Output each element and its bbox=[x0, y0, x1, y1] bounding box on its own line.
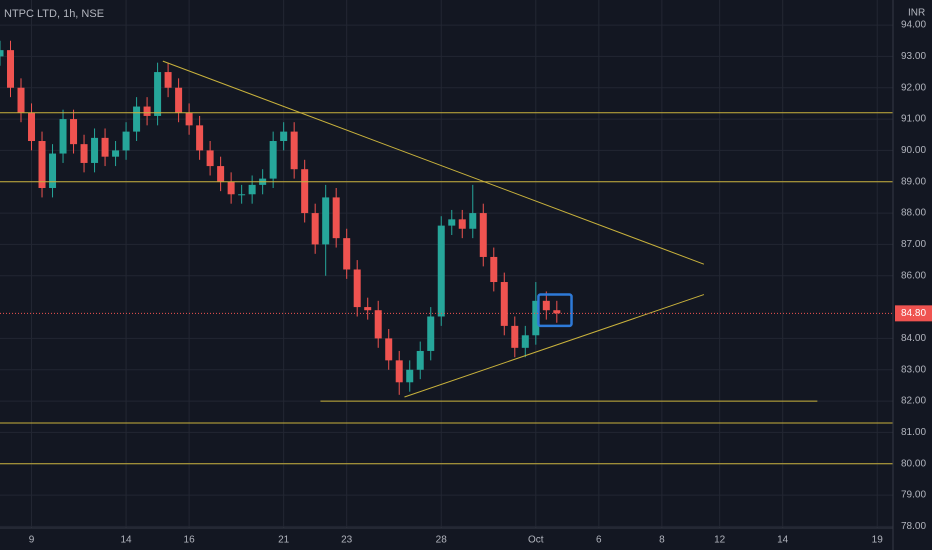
y-tick-label: 84.00 bbox=[901, 333, 926, 344]
candle-body bbox=[395, 360, 403, 383]
y-tick-label: 81.00 bbox=[901, 427, 926, 438]
candle-body bbox=[532, 300, 540, 336]
y-tick-label: 86.00 bbox=[901, 270, 926, 281]
y-tick-label: 82.00 bbox=[901, 396, 926, 407]
candle-body bbox=[542, 300, 550, 311]
candle-body bbox=[332, 197, 340, 239]
x-tick-label: 28 bbox=[436, 535, 448, 546]
candle-body bbox=[280, 131, 288, 142]
last-price-label: 84.80 bbox=[901, 308, 926, 319]
candle-body bbox=[416, 350, 424, 370]
candle-body bbox=[143, 106, 151, 116]
candle-body bbox=[269, 141, 277, 179]
y-tick-label: 90.00 bbox=[901, 145, 926, 156]
candle-body bbox=[479, 213, 487, 257]
candle-body bbox=[227, 181, 235, 195]
last-price-badge bbox=[895, 305, 932, 322]
candle-body bbox=[374, 310, 382, 339]
x-tick-label: 12 bbox=[714, 535, 726, 546]
candle-body bbox=[133, 106, 141, 132]
candle-body bbox=[175, 87, 183, 113]
candle-body bbox=[343, 238, 351, 270]
currency: INR bbox=[908, 8, 925, 19]
y-tick-label: 94.00 bbox=[901, 20, 926, 31]
candle-body bbox=[154, 72, 162, 116]
y-tick-label: 78.00 bbox=[901, 521, 926, 532]
candle-body bbox=[290, 131, 298, 170]
candle-body bbox=[322, 197, 330, 245]
trend-line bbox=[162, 60, 705, 265]
candle-body bbox=[38, 141, 46, 189]
candle-body bbox=[80, 144, 88, 163]
candle-body bbox=[206, 150, 214, 167]
x-tick-label: 23 bbox=[341, 535, 353, 546]
y-tick-label: 87.00 bbox=[901, 239, 926, 250]
candle-body bbox=[353, 269, 361, 308]
candle-body bbox=[500, 282, 508, 326]
candle-body bbox=[91, 137, 99, 163]
candle-body bbox=[385, 338, 393, 361]
marks bbox=[0, 40, 893, 465]
candle-body bbox=[490, 256, 498, 283]
x-tick-label: Oct bbox=[528, 535, 544, 546]
candle-body bbox=[553, 310, 561, 314]
candle-body bbox=[185, 112, 193, 126]
y-tick-label: 80.00 bbox=[901, 458, 926, 469]
candle-body bbox=[248, 184, 256, 195]
candle-body bbox=[101, 137, 109, 157]
x-tick-label: 6 bbox=[596, 535, 602, 546]
candle-body bbox=[59, 119, 67, 154]
y-tick-label: 89.00 bbox=[901, 176, 926, 187]
candle-body bbox=[49, 153, 57, 189]
y-tick-label: 91.00 bbox=[901, 114, 926, 125]
x-tick-label: 16 bbox=[184, 535, 196, 546]
y-tick-label: 92.00 bbox=[901, 82, 926, 93]
candle-body bbox=[448, 219, 456, 226]
candle-body bbox=[238, 194, 246, 196]
candle-body bbox=[427, 316, 435, 351]
y-tick-label: 88.00 bbox=[901, 208, 926, 219]
chart-title: NTPC LTD, 1h, NSE bbox=[4, 8, 104, 20]
candle-body bbox=[364, 307, 372, 311]
candle-body bbox=[511, 325, 519, 348]
x-tick-label: 21 bbox=[278, 535, 290, 546]
candle-body bbox=[28, 112, 36, 142]
y-tick-label: 83.00 bbox=[901, 364, 926, 375]
candle-body bbox=[469, 213, 477, 229]
highlight-box bbox=[537, 293, 573, 328]
candle-body bbox=[164, 72, 172, 88]
candle-body bbox=[437, 225, 445, 317]
candle-body bbox=[406, 369, 414, 383]
candle-body bbox=[458, 219, 466, 229]
candle-body bbox=[122, 131, 130, 151]
candle-body bbox=[311, 213, 319, 245]
x-tick-label: 14 bbox=[121, 535, 133, 546]
x-tick-label: 9 bbox=[29, 535, 35, 546]
y-tick-label: 79.00 bbox=[901, 490, 926, 501]
candle-body bbox=[301, 169, 309, 214]
x-tick-label: 14 bbox=[777, 535, 789, 546]
candle-body bbox=[521, 335, 529, 348]
candle-body bbox=[17, 87, 25, 113]
trend-line bbox=[404, 294, 705, 398]
y-tick-label: 93.00 bbox=[901, 51, 926, 62]
candle-body bbox=[7, 50, 15, 88]
candle-body bbox=[112, 150, 120, 157]
x-tick-label: 8 bbox=[659, 535, 665, 546]
candle-body bbox=[0, 50, 4, 57]
x-tick-label: 19 bbox=[872, 535, 884, 546]
candle-body bbox=[196, 125, 204, 151]
candle-body bbox=[217, 166, 225, 182]
candle-body bbox=[70, 119, 78, 145]
